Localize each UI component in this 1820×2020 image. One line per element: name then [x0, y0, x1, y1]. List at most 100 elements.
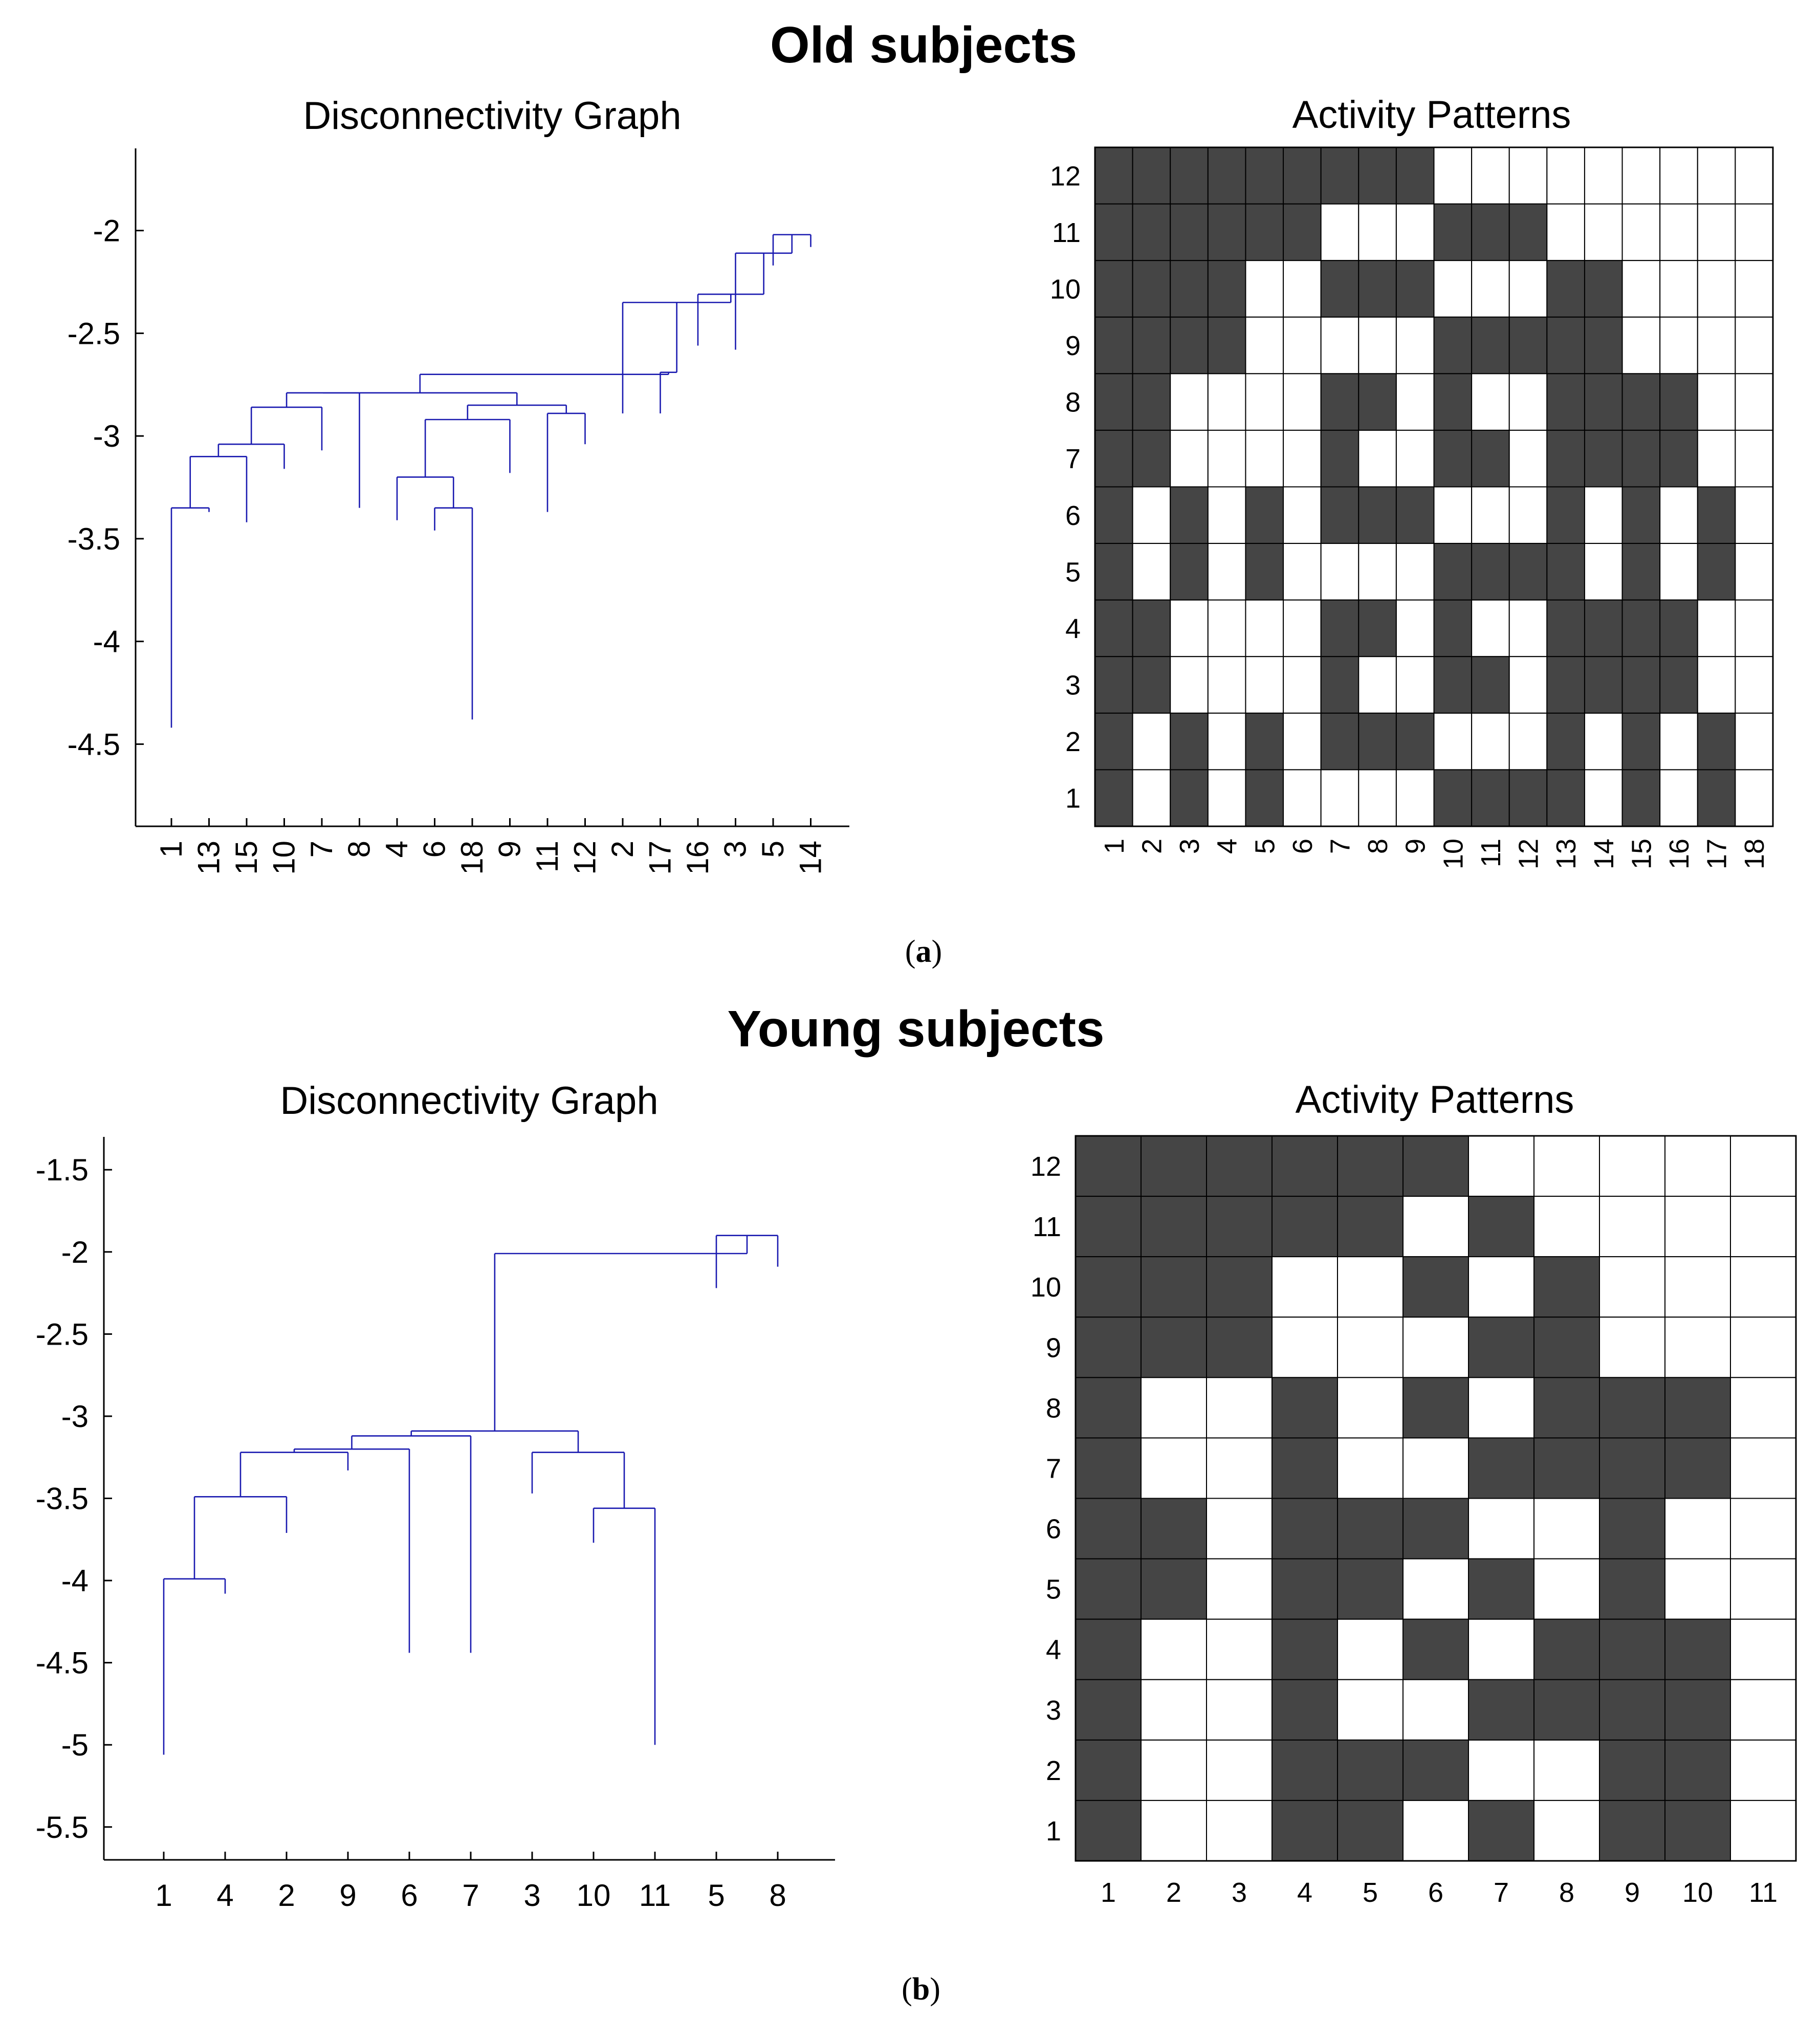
y-tick-label: 7: [1046, 1453, 1061, 1484]
y-tick-label: 12: [1050, 161, 1081, 191]
activity-cell-active: [1358, 712, 1397, 771]
activity-cell-active: [1599, 1739, 1665, 1801]
y-tick-label: 6: [1065, 500, 1081, 531]
activity-cell-active: [1395, 147, 1435, 205]
x-tick-label: 9: [1625, 1877, 1640, 1908]
activity-cell-inactive: [1141, 1679, 1207, 1741]
x-tick-label: 13: [1551, 839, 1582, 869]
activity-cell-active: [1546, 373, 1585, 431]
activity-cell-inactive: [1533, 1135, 1600, 1197]
activity-cell-inactive: [1132, 486, 1171, 544]
x-tick-label: 3: [523, 1878, 540, 1913]
activity-cell-inactive: [1730, 1437, 1796, 1499]
activity-cell-inactive: [1471, 599, 1510, 657]
activity-cell-active: [1271, 1739, 1338, 1801]
x-tick-label: 14: [794, 841, 828, 875]
activity-cell-active: [1141, 1135, 1207, 1197]
activity-cell-active: [1320, 373, 1359, 431]
activity-cell-active: [1599, 1679, 1665, 1741]
activity-cell-active: [1546, 486, 1585, 544]
activity-cell-inactive: [1337, 1618, 1404, 1680]
x-tick-label: 17: [1702, 839, 1733, 869]
activity-cell-inactive: [1395, 203, 1435, 261]
activity-cell-active: [1402, 1739, 1469, 1801]
x-tick-label: 11: [530, 841, 564, 872]
activity-cell-inactive: [1621, 203, 1661, 261]
activity-cell-active: [1468, 1799, 1534, 1862]
caption-b-letter: b: [912, 1972, 930, 2007]
caption-a-letter: a: [916, 934, 932, 969]
activity-cell-inactive: [1664, 1135, 1731, 1197]
x-tick-label: 17: [643, 841, 677, 875]
activity-cell-active: [1170, 203, 1209, 261]
activity-cell-inactive: [1283, 712, 1322, 771]
activity-cell-inactive: [1141, 1799, 1207, 1862]
activity-cell-inactive: [1664, 1196, 1731, 1258]
x-tick-label: 3: [1174, 839, 1205, 854]
activity-cell-active: [1075, 1437, 1142, 1499]
activity-cell-inactive: [1508, 486, 1548, 544]
activity-cell-inactive: [1245, 373, 1284, 431]
activity-cell-inactive: [1730, 1618, 1796, 1680]
activity-cell-active: [1170, 712, 1209, 771]
activity-cell-inactive: [1735, 543, 1774, 601]
activity-cell-active: [1659, 599, 1698, 657]
activity-cell-inactive: [1730, 1679, 1796, 1741]
activity-cell-inactive: [1141, 1618, 1207, 1680]
activity-cell-active: [1546, 260, 1585, 318]
activity-cell-active: [1546, 543, 1585, 601]
x-tick-label: 11: [1749, 1877, 1778, 1908]
activity-cell-inactive: [1402, 1558, 1469, 1620]
x-tick-label: 5: [708, 1878, 725, 1913]
activity-cell-inactive: [1471, 147, 1510, 205]
activity-cell-active: [1132, 316, 1171, 375]
activity-cell-active: [1271, 1558, 1338, 1620]
panel-a-title: Old subjects: [770, 16, 1077, 74]
activity-cell-inactive: [1508, 373, 1548, 431]
activity-cell-inactive: [1337, 1316, 1404, 1378]
activity-cell-active: [1533, 1437, 1600, 1499]
activity-cell-active: [1584, 429, 1623, 488]
activity-cell-active: [1094, 429, 1133, 488]
activity-cell-active: [1621, 599, 1661, 657]
x-tick-label: 11: [1476, 839, 1506, 867]
activity-cell-active: [1599, 1437, 1665, 1499]
activity-cell-active: [1245, 203, 1284, 261]
activity-cell-active: [1094, 316, 1133, 375]
activity-cell-inactive: [1358, 429, 1397, 488]
y-tick-label: 6: [1046, 1514, 1061, 1545]
activity-cell-inactive: [1206, 1618, 1273, 1680]
activity-cell-inactive: [1697, 656, 1736, 714]
activity-cell-active: [1546, 316, 1585, 375]
activity-cell-active: [1206, 1135, 1273, 1197]
activity-cell-active: [1508, 543, 1548, 601]
activity-cell-active: [1546, 769, 1585, 827]
activity-cell-inactive: [1207, 712, 1246, 771]
x-tick-label: 10: [1682, 1877, 1713, 1908]
activity-cell-active: [1132, 373, 1171, 431]
activity-cell-active: [1471, 769, 1510, 827]
activity-cell-active: [1132, 260, 1171, 318]
activity-cell-active: [1697, 486, 1736, 544]
activity-cell-inactive: [1337, 1437, 1404, 1499]
activity-cell-inactive: [1283, 543, 1322, 601]
activity-cell-active: [1433, 543, 1473, 601]
activity-cell-inactive: [1697, 260, 1736, 318]
activity-cell-inactive: [1395, 656, 1435, 714]
activity-cell-inactive: [1599, 1196, 1665, 1258]
activity-cell-active: [1621, 769, 1661, 827]
activity-cell-inactive: [1697, 373, 1736, 431]
activity-cell-active: [1271, 1618, 1338, 1680]
activity-cell-inactive: [1735, 712, 1774, 771]
activity-cell-active: [1337, 1498, 1404, 1560]
activity-cell-active: [1245, 486, 1284, 544]
y-tick-label: 11: [1052, 217, 1081, 248]
activity-cell-active: [1599, 1618, 1665, 1680]
y-tick-label: -4: [93, 625, 120, 659]
activity-cell-active: [1664, 1799, 1731, 1862]
activity-cell-active: [1337, 1799, 1404, 1862]
activity-cell-active: [1094, 486, 1133, 544]
panel-b-title: Young subjects: [727, 1000, 1104, 1058]
activity-cell-active: [1245, 543, 1284, 601]
activity-cell-active: [1094, 260, 1133, 318]
